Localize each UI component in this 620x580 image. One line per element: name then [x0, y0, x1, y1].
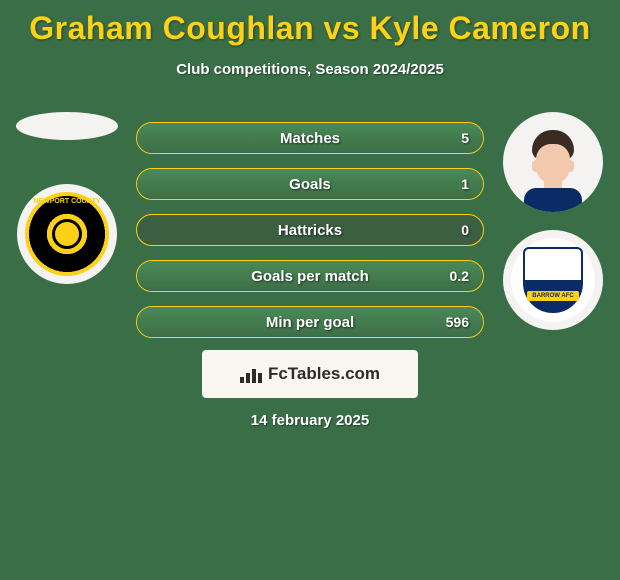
player-left-club-badge: NEWPORT COUNTY: [17, 184, 117, 284]
player-left-avatar: [16, 112, 118, 140]
page-title: Graham Coughlan vs Kyle Cameron: [0, 0, 620, 47]
stat-value-right: 596: [446, 314, 469, 330]
stats-area: NEWPORT COUNTY Matches 5 Goals 1 Hattric…: [0, 112, 620, 338]
footer-date: 14 february 2025: [0, 412, 620, 429]
stat-row-min-per-goal: Min per goal 596: [136, 306, 484, 338]
stat-label: Hattricks: [278, 222, 342, 239]
right-player-column: BARROW AFC: [498, 112, 608, 330]
player-right-avatar: [503, 112, 603, 212]
bar-chart-icon: [240, 365, 262, 383]
stat-value-right: 5: [461, 130, 469, 146]
player-right-club-badge: BARROW AFC: [503, 230, 603, 330]
page-subtitle: Club competitions, Season 2024/2025: [0, 61, 620, 78]
stat-row-goals: Goals 1: [136, 168, 484, 200]
comparison-card: Graham Coughlan vs Kyle Cameron Club com…: [0, 0, 620, 580]
stat-row-goals-per-match: Goals per match 0.2: [136, 260, 484, 292]
stat-value-right: 1: [461, 176, 469, 192]
stat-row-hattricks: Hattricks 0: [136, 214, 484, 246]
stat-row-matches: Matches 5: [136, 122, 484, 154]
brand-box: FcTables.com: [202, 350, 418, 398]
stat-value-right: 0: [461, 222, 469, 238]
left-player-column: NEWPORT COUNTY: [12, 112, 122, 284]
stat-label: Goals per match: [251, 268, 369, 285]
player-photo-icon: [518, 126, 588, 206]
brand-text: FcTables.com: [268, 364, 380, 384]
stat-label: Min per goal: [266, 314, 354, 331]
stat-label: Matches: [280, 130, 340, 147]
barrow-afc-badge-icon: BARROW AFC: [511, 238, 595, 322]
stat-label: Goals: [289, 176, 331, 193]
newport-county-badge-icon: NEWPORT COUNTY: [25, 192, 109, 276]
stat-bars: Matches 5 Goals 1 Hattricks 0 Goals per …: [122, 112, 498, 338]
stat-value-right: 0.2: [450, 268, 469, 284]
